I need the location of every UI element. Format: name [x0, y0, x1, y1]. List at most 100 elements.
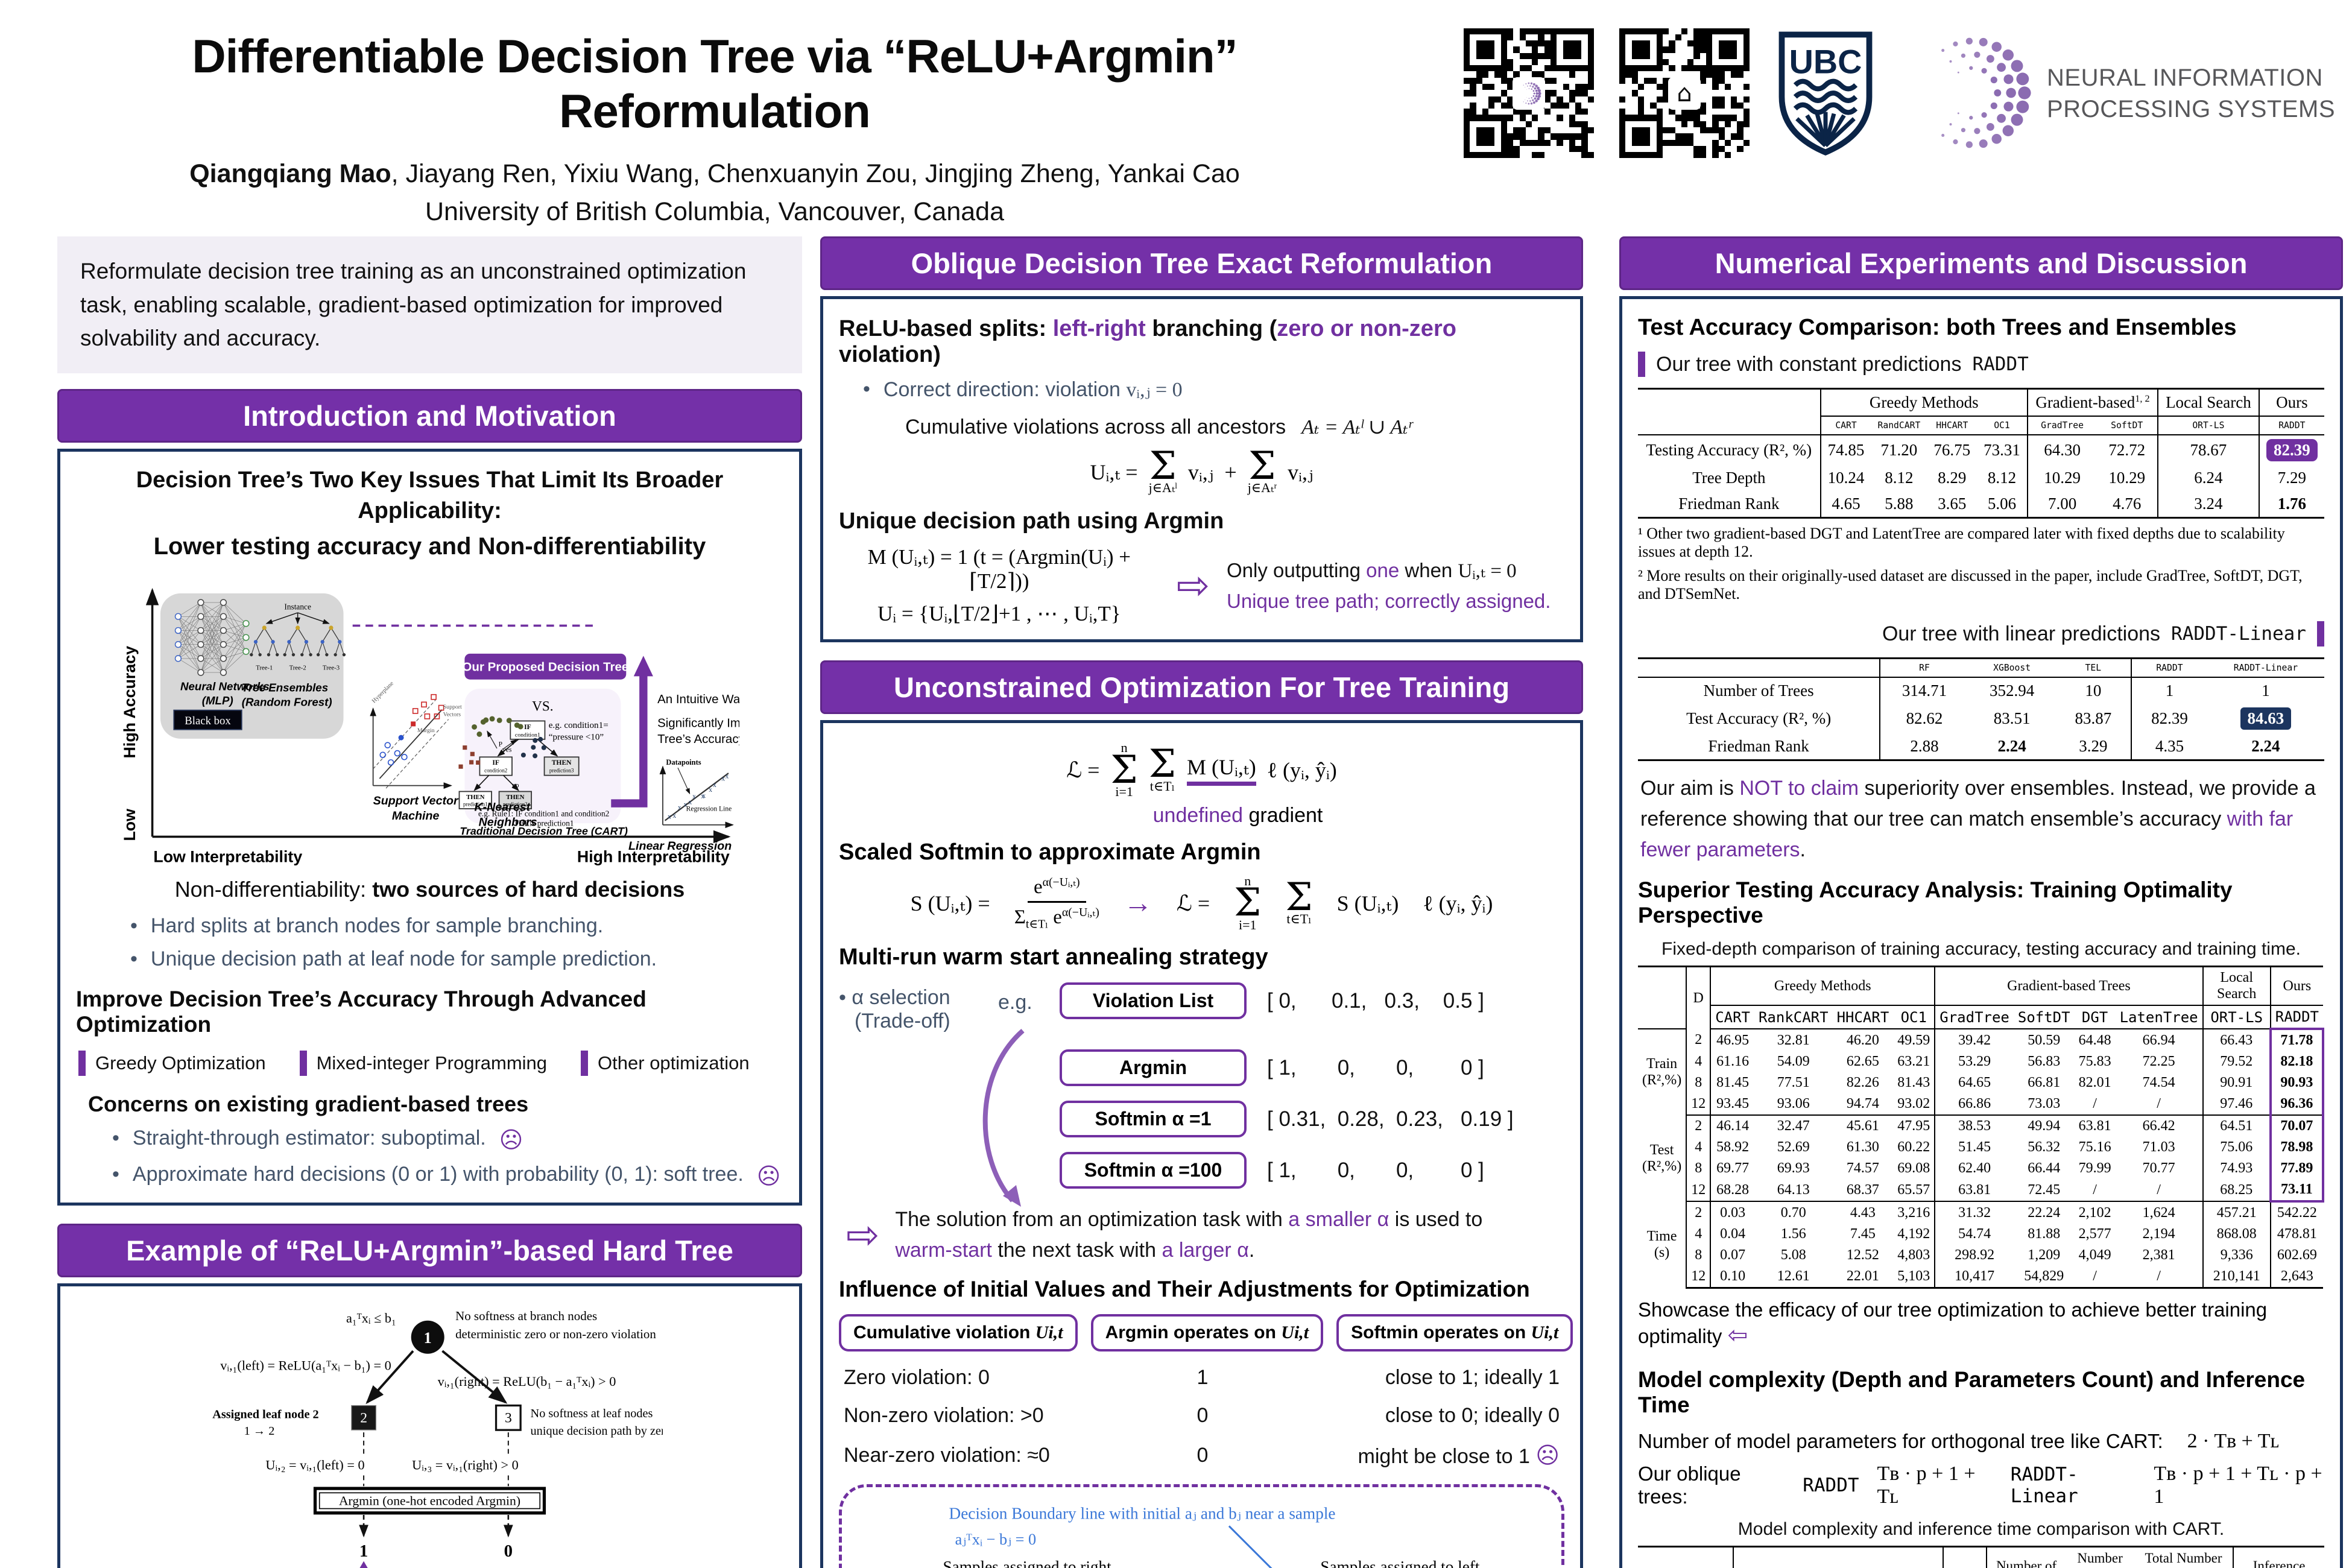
- intro-heading1: Decision Tree’s Two Key Issues That Limi…: [136, 467, 724, 523]
- intro-heading2: Lower testing accuracy and Non-different…: [153, 533, 706, 560]
- axis-label-high-accuracy: High Accuracy: [121, 646, 139, 759]
- concern-bullet-1: • Straight-through estimator: suboptimal.…: [112, 1126, 523, 1153]
- argmin-formula-row: M (Uᵢ,ₜ) = 1 (t = (Argmin(Uᵢ) + ⌈T/2⌉)) …: [839, 545, 1564, 626]
- boundary-title: Decision Boundary line with initial aⱼ a…: [949, 1505, 1336, 1523]
- svg-text:Tree-3: Tree-3: [323, 665, 340, 672]
- softmin-heading: Scaled Softmin to approximate Argmin: [839, 839, 1261, 865]
- svg-text:Margin: Margin: [417, 727, 435, 734]
- linreg-label: Linear Regression: [628, 839, 732, 853]
- svg-text:x: x: [713, 781, 716, 789]
- softmin100-row: Softmin α =100 [ 1, 0, 0, 0 ]: [1060, 1152, 1564, 1189]
- influence-row-nonzero: Non-zero violation: >0 0 close to 0; ideal…: [844, 1404, 1560, 1427]
- example-section: a₁ᵀxᵢ ≤ b₁ 1 No softness at branch nodes…: [57, 1283, 802, 1568]
- argmin-output-1: 1: [359, 1541, 368, 1560]
- neurips-wordmark: NEURAL INFORMATION PROCESSING SYSTEMS: [2047, 64, 2335, 122]
- axis-label-high-interpretability: High Interpretability: [577, 847, 730, 865]
- qr-center-neurips-icon: [1513, 77, 1546, 110]
- violation-list-row: Violation List [ 0, 0.1, 0.3, 0.5 ]: [1060, 982, 1564, 1020]
- axis-label-low-interpretability: Low Interpretability: [153, 847, 302, 865]
- banner-oblique: Oblique Decision Tree Exact Reformulatio…: [820, 236, 1583, 290]
- complexity-heading: Model complexity (Depth and Parameters C…: [1638, 1367, 2306, 1417]
- correct-direction-bullet: • Correct direction: violation vᵢ,ⱼ = 0: [863, 378, 1183, 401]
- linear-pred-subline: Our tree with linear predictions RADDT-L…: [1638, 621, 2324, 646]
- relu-splits-heading: ReLU-based splits: left-right branching …: [839, 316, 1456, 367]
- fixed-depth-table: D Greedy Methods Gradient-based Trees Local…: [1638, 966, 2325, 1289]
- optimality-heading: Superior Testing Accuracy Analysis: Trai…: [1638, 877, 2233, 928]
- knn-label: K-Nearest: [475, 801, 531, 814]
- affiliation-line: University of British Columbia, Vancouve…: [425, 197, 1004, 226]
- banner-unconstrained: Unconstrained Optimization For Tree Trai…: [820, 660, 1583, 715]
- oblique-params-line: Our oblique trees: RADDT Tʙ · p + 1 + Tʟ …: [1638, 1462, 2322, 1508]
- svg-text:x: x: [692, 792, 696, 800]
- decision-boundary-figure: Decision Boundary line with initial aⱼ a…: [839, 1484, 1564, 1568]
- only-one-note: Only outputting one when Uᵢ,ₜ = 0: [1227, 558, 1517, 582]
- svg-text:(Random Forest): (Random Forest): [242, 696, 332, 709]
- fixed-depth-caption: Fixed-depth comparison of training accur…: [1661, 939, 2301, 959]
- vs-label: VS.: [532, 699, 553, 715]
- uset-formula: Uᵢ = {Uᵢ,⌊T/2⌋+1 , ⋯ , Uᵢ,T}: [877, 602, 1121, 626]
- svg-text:1 → 2: 1 → 2: [244, 1424, 275, 1438]
- neurips-logo: NEURAL INFORMATION PROCESSING SYSTEMS: [1902, 25, 2335, 161]
- test-accuracy-heading: Test Accuracy Comparison: both Trees and…: [1638, 315, 2237, 340]
- neural-network-sketch: [174, 599, 250, 676]
- frown-icon: ☹: [1535, 1442, 1560, 1469]
- leaf-note: No softness at leaf nodes: [531, 1407, 653, 1420]
- ensemble-comparison-table: RF XGBoost TEL RADDT RADDT-Linear Number of T…: [1638, 657, 2324, 761]
- banner-introduction: Introduction and Motivation: [57, 388, 802, 443]
- arrow-right-icon: ⇨: [1176, 562, 1210, 609]
- svg-text:Tree-2: Tree-2: [289, 665, 306, 672]
- svg-text:Tree’s Accuracy: Tree’s Accuracy: [657, 732, 739, 746]
- concern-bullet-2: • Approximate hard decisions (0 or 1) wit…: [112, 1162, 781, 1189]
- svg-text:x: x: [684, 801, 688, 809]
- svg-text:deterministic zero or non-zero: deterministic zero or non-zero violation: [455, 1327, 656, 1341]
- nondiff-heading: Non-differentiability: two sources of ha…: [174, 877, 685, 902]
- tag-other: Other optimization: [581, 1050, 750, 1076]
- cumulative-violation-box: Cumulative violation Ui,t: [839, 1314, 1078, 1352]
- boundary-formula: aⱼᵀxᵢ − bⱼ = 0: [955, 1531, 1036, 1548]
- warm-start-note: ⇨ The solution from an optimization task…: [846, 1208, 1483, 1262]
- mask-formula: M (Uᵢ,ₜ) = 1 (t = (Argmin(Uᵢ) + ⌈T/2⌉)): [867, 545, 1131, 593]
- svg-text:THEN: THEN: [552, 759, 572, 767]
- svg-text:x: x: [689, 798, 692, 806]
- argmin-output-0: 0: [504, 1541, 513, 1560]
- page-title: Differentiable Decision Tree via “ReLU+A…: [192, 30, 1238, 138]
- svg-text:condition2: condition2: [484, 767, 507, 773]
- softmin-formula: S (Uᵢ,ₜ) = eα(−Uᵢ,ₜ) Σt∈Tₗ eα(−Uᵢ,ₜ) → ℒ…: [910, 873, 1493, 932]
- arrow-right-icon: ⇨: [846, 1212, 880, 1259]
- svg-text:condition1: condition1: [515, 732, 540, 738]
- oblique-section: ReLU-based splits: left-right branching …: [820, 296, 1583, 643]
- ensemble-label: Tree Ensembles: [242, 681, 328, 694]
- hard-tree-diagram: a₁ᵀxᵢ ≤ b₁ 1 No softness at branch nodes…: [212, 1309, 663, 1568]
- logo-row: ⌂ UBC NEURAL INFORMATION PROCESSING SYST…: [1464, 25, 2335, 161]
- argmin-box: Argmin: [1060, 1049, 1247, 1087]
- svg-text:Vectors: Vectors: [443, 712, 461, 718]
- svg-text:x: x: [672, 812, 676, 820]
- complexity-caption: Model complexity and inference time comp…: [1737, 1519, 2225, 1539]
- experiments-section: Test Accuracy Comparison: both Trees and…: [1619, 296, 2343, 1568]
- svg-text:prediction2: prediction2: [503, 801, 528, 808]
- svg-text:Support: Support: [443, 704, 462, 710]
- svg-text:Regression Line: Regression Line: [686, 805, 732, 813]
- cart-params-line: Number of model parameters for orthogona…: [1638, 1430, 2280, 1452]
- svg-text:THEN: THEN: [506, 794, 525, 801]
- svg-text:x: x: [701, 792, 704, 800]
- svg-text:no: no: [512, 781, 519, 789]
- right-violation-formula: vᵢ,₁(right) = ReLU(b₁ − a₁ᵀxᵢ) > 0: [438, 1373, 616, 1388]
- undefined-gradient-note: undefined gradient: [1152, 803, 1323, 827]
- influence-heading: Influence of Initial Values and Their Ad…: [839, 1277, 1530, 1302]
- cart-caption: Traditional Decision Tree (CART): [460, 825, 628, 837]
- accuracy-interpretability-diagram: High Accuracy Low Low Interpretability H…: [121, 588, 739, 865]
- svg-text:THEN: THEN: [466, 794, 485, 801]
- eg-label: e.g.: [998, 991, 1032, 1014]
- alpha-selection-block: • α selection (Trade-off) e.g. Violation…: [839, 982, 1564, 1207]
- u2-formula: Uᵢ,₂ = vᵢ,₁(left) = 0: [265, 1457, 364, 1472]
- assigned-note: Assigned leaf node 2: [212, 1408, 319, 1421]
- complexity-table: MethodTesting Accuracy (R², %)DepthNumbe…: [1638, 1546, 2324, 1568]
- constant-pred-subline: Our tree with constant predictions RADDT: [1638, 352, 2324, 377]
- blackbox-label: Black box: [185, 715, 231, 727]
